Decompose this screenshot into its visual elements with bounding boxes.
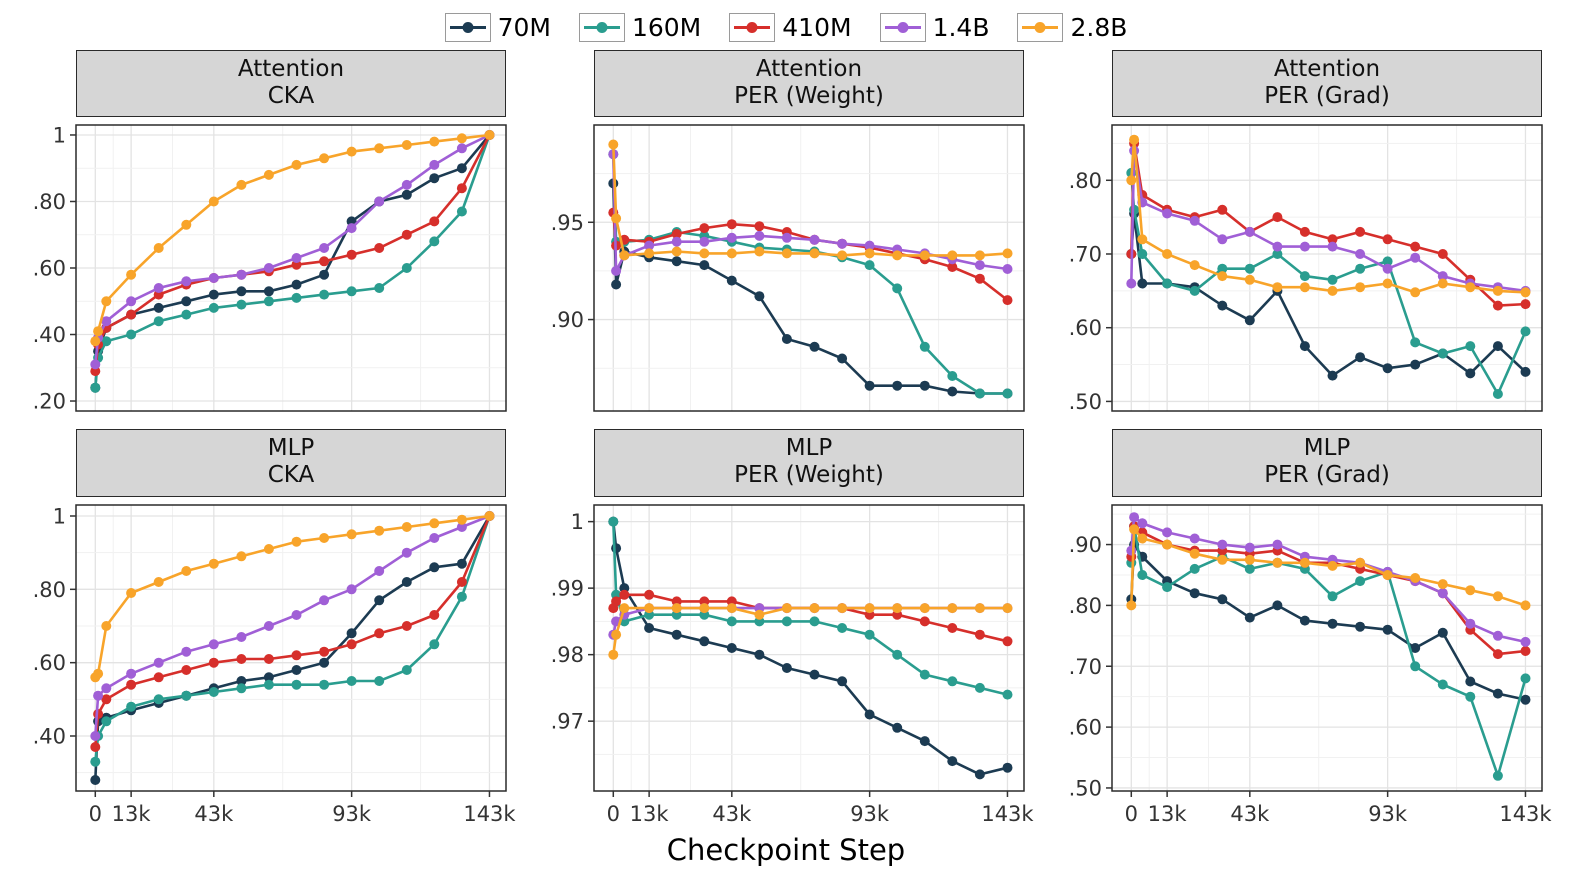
svg-text:93k: 93k (850, 802, 890, 826)
facet-title-line2: PER (Grad) (1264, 462, 1390, 489)
x-axis-title: Checkpoint Step (666, 832, 906, 867)
facet-title: MLP PER (Grad) (1112, 429, 1542, 497)
line-point-key-icon (444, 12, 491, 42)
svg-text:.60: .60 (33, 257, 66, 281)
legend-item-410M: 410M (729, 12, 852, 42)
svg-text:.80: .80 (1069, 593, 1102, 617)
plot-area: .97 .98 .99 1 0 13k 43k 93k 143k (551, 503, 1034, 826)
legend-label: 410M (782, 12, 852, 42)
plot-area: .90 .95 (551, 124, 1025, 412)
facet-attention-cka: Attention CKA .20 .40 .60 .80 1 (18, 50, 518, 419)
svg-text:13k: 13k (112, 802, 152, 826)
facet-title-line2: PER (Weight) (734, 83, 884, 110)
svg-text:43k: 43k (712, 802, 752, 826)
facet-title-line1: MLP (1303, 435, 1351, 462)
facet-title-line2: PER (Grad) (1264, 83, 1390, 110)
svg-text:.80: .80 (1069, 169, 1102, 193)
line-point-key-icon (729, 12, 776, 42)
facet-title-line1: Attention (1273, 56, 1381, 82)
svg-text:.99: .99 (551, 576, 584, 600)
line-point-key-icon (879, 12, 926, 42)
svg-text:.70: .70 (1069, 654, 1102, 678)
facet-attention-per-weight: Attention PER (Weight) .90 .95 (536, 50, 1036, 419)
legend-label: 2.8B (1070, 12, 1128, 42)
facet-title: Attention PER (Weight) (594, 50, 1024, 118)
svg-text:0: 0 (607, 802, 620, 826)
svg-text:143k: 143k (981, 802, 1034, 826)
svg-text:.50: .50 (1069, 390, 1102, 414)
svg-text:.20: .20 (33, 390, 66, 414)
plot-area: .20 .40 .60 .80 1 (33, 124, 507, 414)
plot-area: .50 .60 .70 .80 (1069, 124, 1543, 414)
plot-area: .40 .60 .80 1 0 13k 43k 93k 143k (33, 503, 516, 826)
line-point-key-icon (578, 12, 625, 42)
line-point-key-icon (1017, 12, 1064, 42)
svg-text:.50: .50 (1069, 776, 1102, 800)
svg-text:.70: .70 (1069, 243, 1102, 267)
svg-text:1: 1 (53, 124, 66, 148)
facet-mlp-per-weight: MLP PER (Weight) .97 .98 .99 1 0 13k 43k 93k 143k (536, 429, 1036, 832)
svg-text:93k: 93k (332, 802, 372, 826)
svg-text:0: 0 (1125, 802, 1138, 826)
facet-title-line1: Attention (755, 56, 863, 82)
svg-text:.60: .60 (1069, 316, 1102, 340)
svg-text:.97: .97 (551, 709, 584, 733)
facet-title: Attention CKA (76, 50, 506, 118)
legend: 70M 160M 410M 1.4B 2.8B (10, 4, 1562, 50)
svg-text:13k: 13k (630, 802, 670, 826)
svg-text:.40: .40 (33, 724, 66, 748)
svg-text:.80: .80 (33, 190, 66, 214)
plot-area: .50 .60 .70 .80 .90 0 13k 43k 93k 143k (1069, 503, 1552, 826)
legend-label: 160M (631, 12, 702, 42)
legend-item-1.4B: 1.4B (879, 12, 990, 42)
svg-text:93k: 93k (1368, 802, 1408, 826)
svg-text:1: 1 (571, 510, 584, 534)
svg-text:.95: .95 (551, 211, 584, 235)
svg-text:.60: .60 (33, 651, 66, 675)
svg-text:.80: .80 (33, 577, 66, 601)
facet-title: Attention PER (Grad) (1112, 50, 1542, 118)
facet-mlp-cka: MLP CKA .40 .60 .80 1 0 13k 43k 93k 143k (18, 429, 518, 832)
legend-label: 70M (497, 12, 551, 42)
facet-mlp-per-grad: MLP PER (Grad) .50 .60 .70 .80 .90 0 13k 43k 93k 14… (1054, 429, 1554, 832)
svg-text:.60: .60 (1069, 715, 1102, 739)
svg-text:43k: 43k (194, 802, 234, 826)
legend-item-160M: 160M (578, 12, 702, 42)
facet-grid: Attention CKA .20.40.60.80 1 Attention PER (W… (10, 50, 1562, 833)
svg-text:13k: 13k (1148, 802, 1188, 826)
facet-title-line2: PER (Weight) (734, 462, 884, 489)
legend-item-70M: 70M (444, 12, 551, 42)
svg-text:0: 0 (89, 802, 102, 826)
svg-text:143k: 143k (463, 802, 516, 826)
svg-text:1: 1 (53, 504, 66, 528)
svg-text:.98: .98 (551, 643, 584, 667)
legend-label: 1.4B (932, 12, 990, 42)
facet-attention-per-grad: Attention PER (Grad) .50 .60 .70 .80 (1054, 50, 1554, 419)
svg-text:43k: 43k (1230, 802, 1270, 826)
facet-title-line1: MLP (785, 435, 833, 462)
svg-text:.40: .40 (33, 323, 66, 347)
facet-title-line2: CKA (267, 83, 315, 110)
facet-title: MLP CKA (76, 429, 506, 497)
facet-title-line1: MLP (267, 435, 315, 462)
svg-text:.90: .90 (1069, 533, 1102, 557)
svg-text:143k: 143k (1499, 802, 1552, 826)
facet-title: MLP PER (Weight) (594, 429, 1024, 497)
facet-title-line1: Attention (237, 56, 345, 82)
svg-text:.90: .90 (551, 308, 584, 332)
facet-title-line2: CKA (267, 462, 315, 489)
legend-item-2.8B: 2.8B (1017, 12, 1128, 42)
